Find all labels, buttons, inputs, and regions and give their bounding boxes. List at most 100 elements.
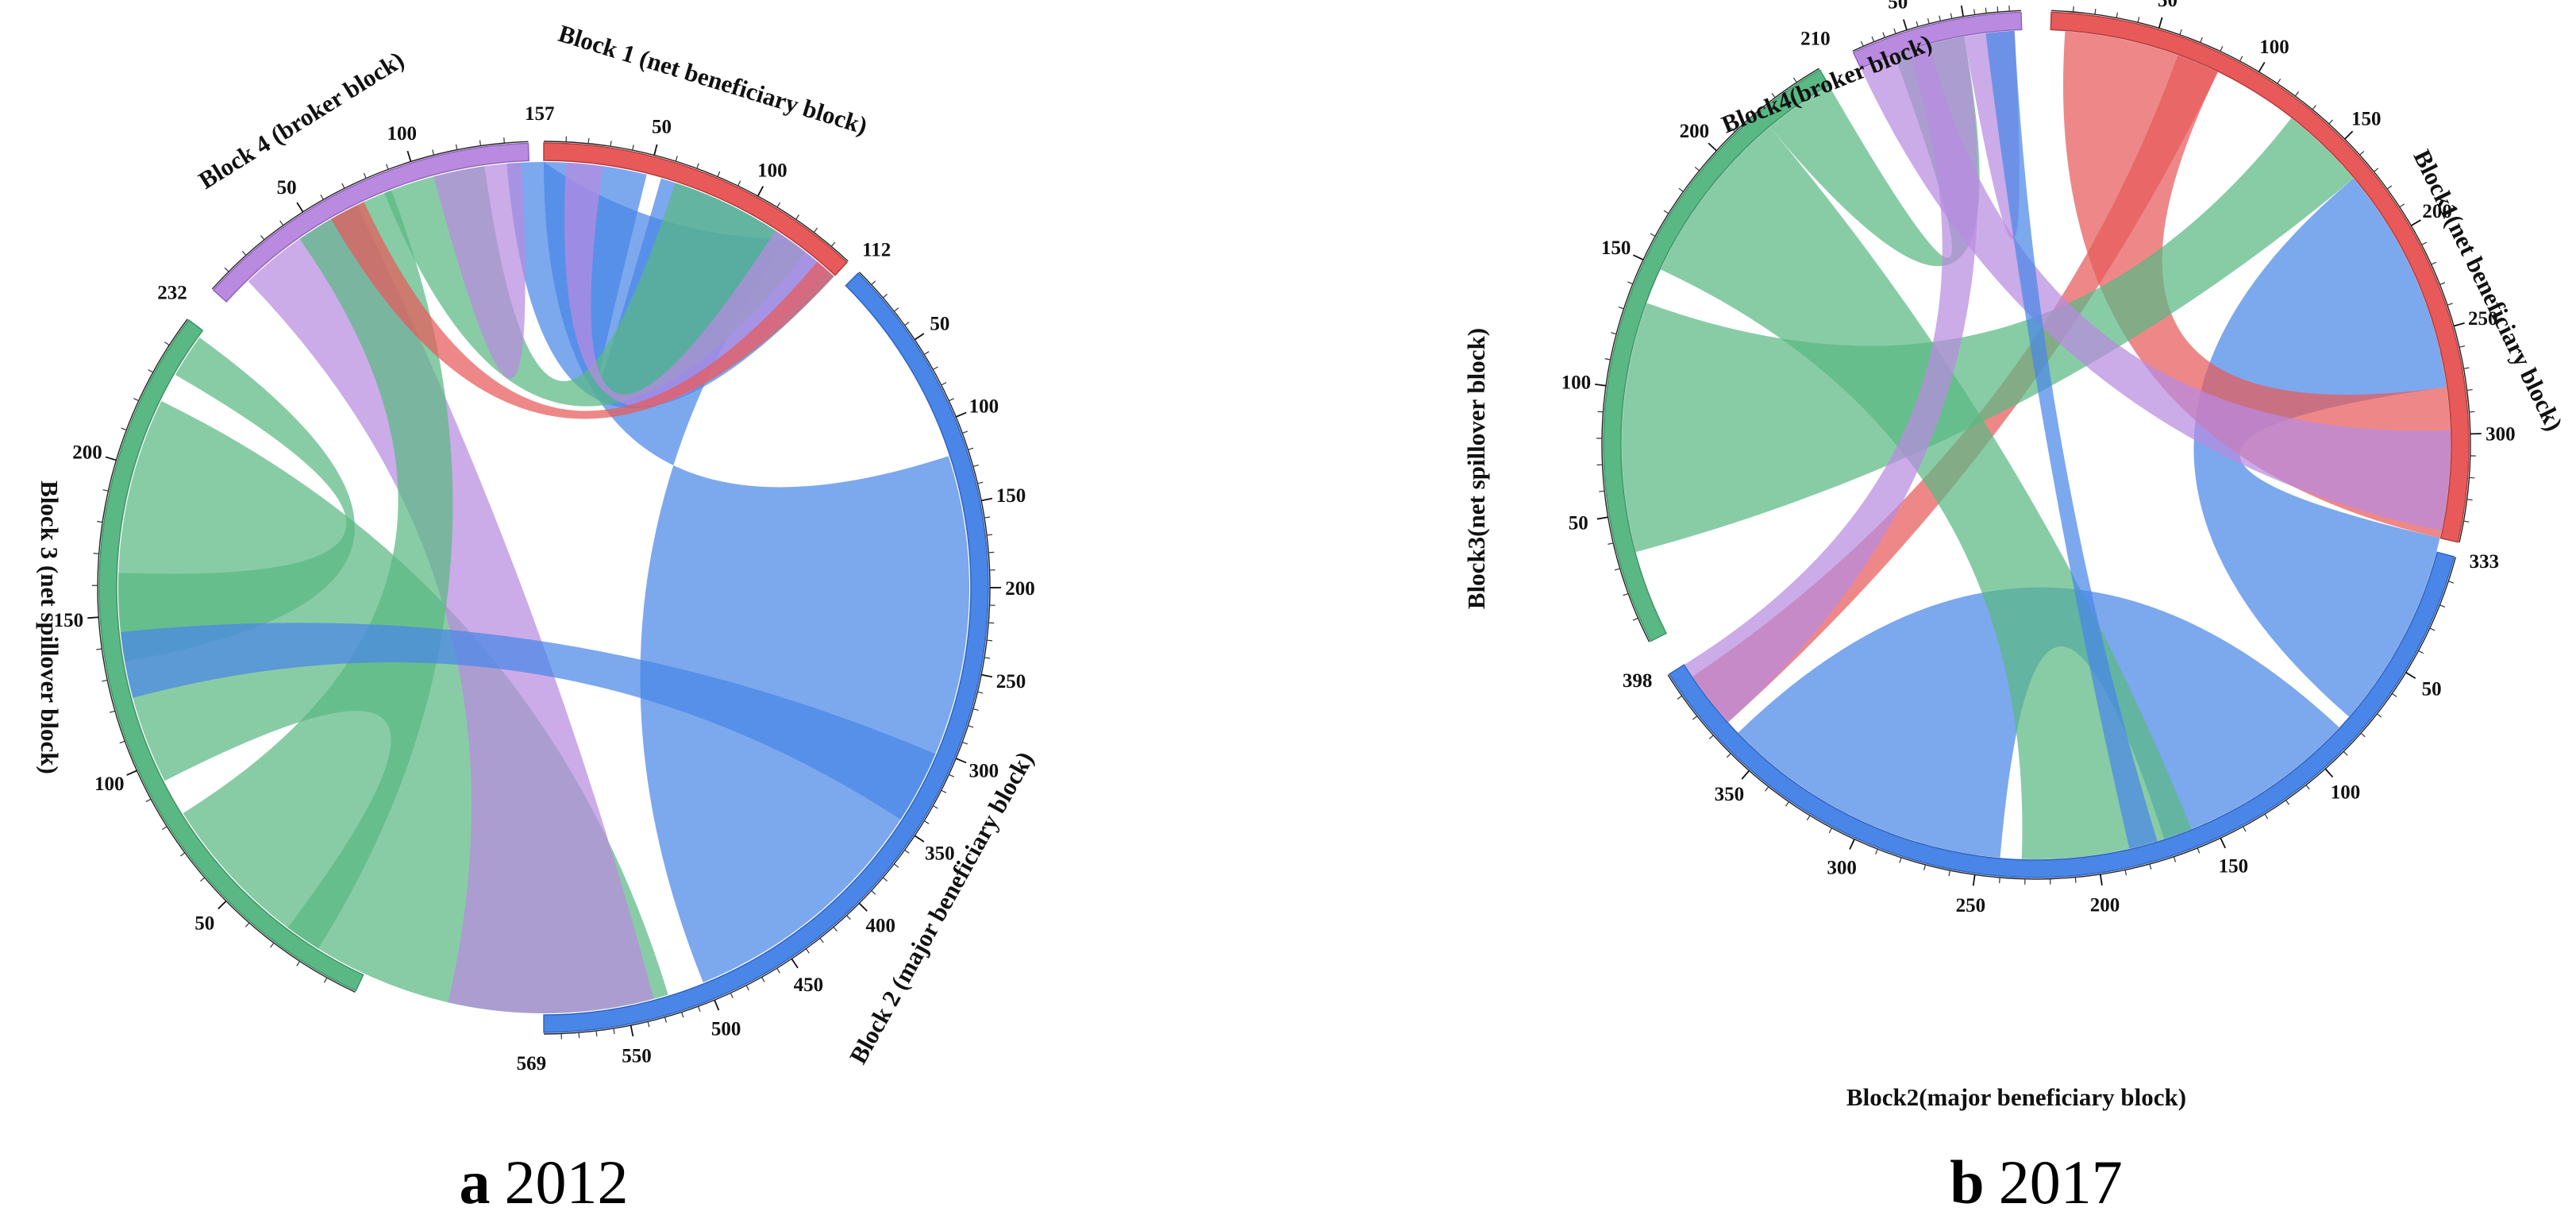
minor-tick bbox=[1618, 307, 1624, 310]
minor-tick bbox=[610, 141, 612, 147]
minor-tick bbox=[962, 741, 968, 745]
minor-tick bbox=[1708, 735, 1714, 739]
caption-2012: a 2012 bbox=[460, 1148, 629, 1217]
minor-tick bbox=[968, 725, 974, 728]
minor-tick bbox=[1950, 13, 1953, 19]
minor-tick bbox=[2431, 261, 2437, 265]
minor-tick bbox=[745, 985, 749, 991]
minor-tick bbox=[988, 551, 995, 554]
ribbon-block4-broker-block-to-block2-major-beneficiary-block bbox=[1685, 36, 1978, 723]
tick-label: 50 bbox=[2158, 0, 2177, 11]
tick-label: 150 bbox=[996, 485, 1026, 507]
tick-label: 50 bbox=[2422, 679, 2442, 700]
minor-tick bbox=[102, 679, 108, 682]
minor-tick bbox=[121, 427, 127, 431]
tick-label: 100 bbox=[969, 395, 999, 417]
ribbon-block3-net-spillover-block-to-block1-net-beneficiary-block bbox=[1622, 118, 2354, 553]
minor-tick bbox=[2374, 168, 2379, 172]
major-tick bbox=[981, 497, 993, 502]
minor-tick bbox=[2469, 411, 2475, 413]
minor-tick bbox=[2418, 650, 2424, 654]
major-tick bbox=[2258, 61, 2266, 72]
caption-letter: b bbox=[1950, 1148, 1984, 1217]
minor-tick bbox=[2447, 303, 2453, 306]
arc-rim-block-3-net-spillover-block bbox=[97, 318, 356, 993]
minor-tick bbox=[730, 993, 734, 998]
block-end-label: 210 bbox=[1800, 29, 1831, 50]
minor-tick bbox=[1985, 7, 1987, 14]
minor-tick bbox=[893, 863, 899, 868]
minor-tick bbox=[923, 351, 930, 355]
tick-label: 150 bbox=[1601, 237, 1631, 259]
arc-rim-block2-major-beneficiary-block bbox=[1667, 557, 2457, 880]
arc-rim-block-4-broker-block bbox=[211, 141, 529, 290]
major-tick bbox=[296, 202, 304, 213]
major-tick bbox=[1972, 874, 1976, 886]
minor-tick bbox=[2149, 863, 2152, 870]
major-tick bbox=[218, 900, 227, 910]
minor-tick bbox=[1692, 716, 1698, 720]
minor-tick bbox=[148, 369, 153, 373]
minor-tick bbox=[681, 1012, 684, 1018]
minor-tick bbox=[1806, 815, 1811, 821]
minor-tick bbox=[2439, 604, 2446, 608]
ribbon-block-4-broker-block-to-block-1-net-beneficiary-block bbox=[564, 162, 829, 407]
minor-tick bbox=[260, 235, 265, 241]
minor-tick bbox=[432, 149, 435, 156]
ribbon-block-1-net-beneficiary-block-to-block-4-broker-block bbox=[331, 202, 834, 419]
major-tick bbox=[955, 758, 967, 764]
tick-label: 50 bbox=[1569, 513, 1588, 534]
tick-label: 150 bbox=[2351, 108, 2382, 129]
minor-tick bbox=[1678, 187, 1684, 192]
ribbon-block2-major-beneficiary-block-to-block2-major-beneficiary-block bbox=[1738, 587, 2339, 858]
tick-label: 300 bbox=[2486, 423, 2516, 445]
minor-tick bbox=[2469, 476, 2475, 479]
major-tick bbox=[2099, 874, 2103, 885]
minor-tick bbox=[109, 710, 116, 713]
minor-tick bbox=[871, 890, 876, 895]
major-tick bbox=[714, 999, 720, 1011]
major-tick bbox=[858, 902, 868, 912]
minor-tick bbox=[2179, 29, 2182, 35]
minor-tick bbox=[587, 137, 590, 144]
minor-tick bbox=[949, 773, 954, 777]
minor-tick bbox=[1611, 332, 1617, 335]
minor-tick bbox=[871, 280, 876, 285]
tick-label: 150 bbox=[2219, 856, 2249, 878]
minor-tick bbox=[241, 250, 247, 256]
minor-tick bbox=[696, 163, 699, 169]
minor-tick bbox=[1875, 848, 1878, 854]
block-end-label: 232 bbox=[157, 283, 187, 304]
minor-tick bbox=[819, 937, 824, 943]
block-end-label: 569 bbox=[517, 1053, 547, 1074]
minor-tick bbox=[1860, 41, 1864, 47]
minor-tick bbox=[119, 740, 125, 744]
minor-tick bbox=[2421, 241, 2428, 245]
minor-tick bbox=[2173, 856, 2177, 862]
major-tick bbox=[914, 835, 925, 843]
minor-tick bbox=[977, 691, 984, 694]
minor-tick bbox=[977, 481, 984, 484]
ribbon-layer bbox=[1622, 30, 2451, 859]
outer-arc-layer bbox=[1601, 10, 2471, 880]
major-tick bbox=[2410, 219, 2421, 226]
caption-year: 2017 bbox=[1999, 1148, 2123, 1217]
minor-tick bbox=[1973, 9, 1976, 15]
minor-tick bbox=[933, 366, 938, 370]
outer-arc-block-1-net-beneficiary-block bbox=[543, 142, 848, 276]
tick-label: 350 bbox=[1715, 784, 1745, 805]
minor-tick bbox=[882, 877, 888, 881]
minor-tick bbox=[2463, 520, 2470, 523]
minor-tick bbox=[1765, 786, 1769, 792]
minor-tick bbox=[2220, 46, 2224, 52]
minor-tick bbox=[179, 852, 186, 857]
outer-arc-block1-net-beneficiary-block bbox=[2050, 11, 2470, 543]
block-end-label: 157 bbox=[525, 103, 555, 125]
tick-label: 550 bbox=[622, 1045, 652, 1067]
minor-tick bbox=[949, 398, 954, 402]
outer-arc-block3-net-spillover-block bbox=[1603, 68, 1830, 642]
tick-label: 200 bbox=[72, 442, 102, 464]
tick-label: 400 bbox=[866, 915, 896, 936]
minor-tick bbox=[1871, 36, 1875, 42]
minor-tick bbox=[2124, 870, 2127, 876]
